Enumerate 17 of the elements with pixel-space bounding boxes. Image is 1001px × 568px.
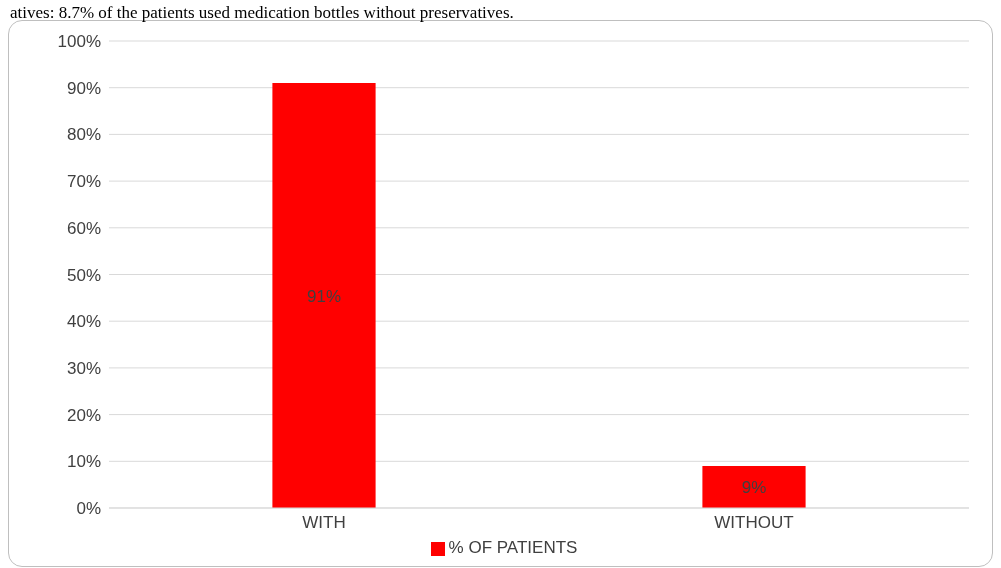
- data-label: 9%: [741, 478, 767, 498]
- x-tick-label: WITHOUT: [714, 513, 794, 533]
- y-tick-label: 0%: [76, 499, 101, 519]
- text: atives: 8.7% of the patients used medication bottles without preservatives.: [9, 3, 515, 22]
- legend-label: % OF PATIENTS: [448, 538, 578, 557]
- y-tick-label: 70%: [66, 172, 101, 192]
- y-tick-label: 80%: [66, 125, 101, 145]
- y-tick-label: 100%: [57, 32, 101, 52]
- y-tick-label: 60%: [66, 218, 101, 238]
- y-tick-label: 50%: [66, 265, 101, 285]
- y-tick-label: 30%: [66, 358, 101, 378]
- data-label: 91%: [306, 286, 342, 306]
- y-tick-label: 90%: [66, 78, 101, 98]
- y-tick-label: 20%: [66, 405, 101, 425]
- y-tick-label: 10%: [66, 452, 101, 472]
- y-tick-label: 40%: [66, 312, 101, 332]
- x-tick-label: WITH: [302, 513, 346, 533]
